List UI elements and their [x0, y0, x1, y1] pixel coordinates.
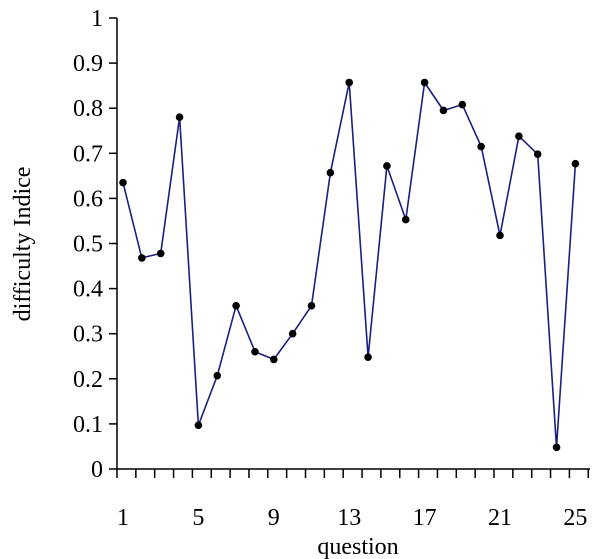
data-point [138, 254, 146, 262]
y-tick-label: 0.1 [73, 412, 103, 438]
y-tick-label: 0.5 [73, 232, 103, 258]
x-tick-label: 5 [192, 505, 204, 531]
y-tick-label: 0.2 [73, 367, 103, 393]
x-axis-title: question [317, 534, 398, 559]
y-tick-label: 0.4 [73, 277, 103, 303]
data-point [270, 355, 278, 364]
data-point [515, 132, 523, 140]
y-tick-label: 0.8 [73, 96, 103, 122]
y-tick-label: 0 [91, 457, 103, 483]
y-axis-title: difficulty Indice [10, 167, 36, 322]
data-point [383, 162, 391, 170]
y-tick-label: 1 [91, 6, 103, 32]
data-point [345, 78, 354, 87]
data-point [401, 215, 410, 224]
data-point [439, 106, 448, 115]
data-point [420, 78, 429, 87]
y-tick-label: 0.6 [73, 186, 103, 212]
x-tick-label: 9 [268, 505, 280, 531]
data-point [213, 371, 222, 380]
data-point [194, 421, 203, 430]
x-tick-label: 1 [117, 505, 129, 531]
data-point [458, 100, 467, 109]
series-line [122, 81, 577, 449]
data-point [533, 150, 542, 159]
x-tick-label: 21 [488, 505, 512, 531]
x-tick-label: 13 [337, 505, 361, 531]
y-tick-label: 0.3 [73, 322, 103, 348]
data-point [496, 231, 504, 240]
data-point [251, 347, 259, 356]
x-tick-label: 17 [413, 505, 437, 531]
data-point [156, 249, 165, 258]
data-point [364, 353, 372, 361]
data-point [232, 301, 240, 310]
y-tick-label: 0.7 [73, 141, 103, 167]
y-tick-label: 0.9 [73, 51, 103, 77]
data-point [552, 443, 561, 452]
data-point [119, 178, 127, 187]
data-point [571, 159, 580, 168]
data-point [326, 168, 335, 177]
data-point [175, 113, 184, 122]
data-point [307, 301, 316, 310]
data-point [288, 329, 297, 338]
data-point [477, 142, 485, 151]
x-tick-label: 25 [563, 505, 587, 531]
